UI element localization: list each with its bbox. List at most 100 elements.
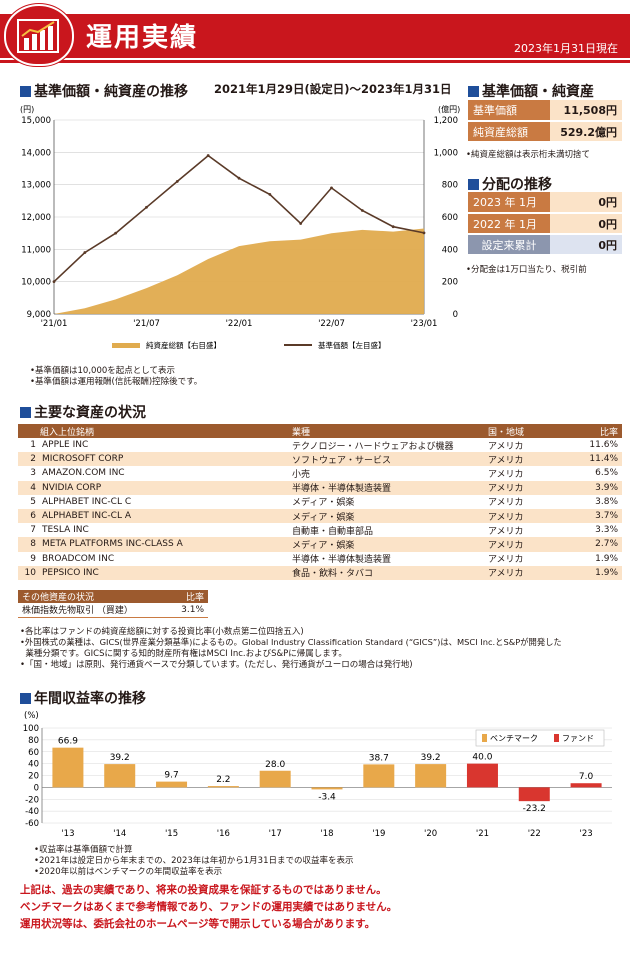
dist-note: •分配金は1万口当たり、税引前 xyxy=(466,265,587,275)
left-axis-unit: (円) xyxy=(20,105,34,114)
net-assets-label: 純資産総額 xyxy=(468,121,550,143)
holding-row: 2 MICROSOFT CORP ソフトウェア・サービス アメリカ 11.4% xyxy=(18,452,622,467)
dist-row: 2022 年 1月 0円 xyxy=(468,213,622,235)
holding-name-text: NVIDIA CORP xyxy=(42,482,102,493)
nav-point xyxy=(52,280,56,284)
holding-name: 10 PEPSICO INC xyxy=(18,565,288,580)
price-note: •純資産総額は表示桁未満切捨て xyxy=(466,150,591,160)
holding-country: アメリカ xyxy=(484,508,572,524)
net-assets-area xyxy=(54,228,424,314)
returns-note-1: •収益率は基準価額で計算 xyxy=(34,845,133,855)
other-assets-header-ratio: 比率 xyxy=(168,590,208,603)
holding-name: 2 MICROSOFT CORP xyxy=(18,452,288,467)
x-tick-label: '23 xyxy=(580,829,593,839)
disclaimer: 上記は、過去の実績であり、将来の投資成果を保証するものではありません。 ベンチマ… xyxy=(20,882,397,933)
holding-rank: 5 xyxy=(30,496,36,507)
nav-section-title-text: 基準価額・純資産の推移 xyxy=(34,84,188,100)
holding-rank: 1 xyxy=(30,440,36,451)
holding-row: 5 ALPHABET INC-CL C メディア・娯楽 アメリカ 3.8% xyxy=(18,495,622,509)
disclaimer-line: 上記は、過去の実績であり、将来の投資成果を保証するものではありません。 xyxy=(20,884,387,896)
holding-rank: 8 xyxy=(30,539,36,550)
dist-label: 2022 年 1月 xyxy=(468,213,550,235)
fund-bar xyxy=(570,783,602,788)
data-label: 9.7 xyxy=(164,771,178,781)
holding-ratio: 3.8% xyxy=(595,496,618,507)
legend-box xyxy=(475,729,605,747)
holding-name: 6 ALPHABET INC-CL A xyxy=(18,508,288,524)
holding-sector: テクノロジー・ハードウェアおよび機器 xyxy=(292,441,454,452)
nav-point xyxy=(83,251,87,254)
dist-total-label: 設定来累計 xyxy=(468,234,550,256)
data-label: 40.0 xyxy=(472,753,492,763)
holding-sector: 半導体・半導体製造装置 xyxy=(292,555,392,566)
holding-sector: 半導体・半導体製造装置 xyxy=(288,480,484,495)
nav-point xyxy=(237,176,241,180)
holding-name-text: AMAZON.COM INC xyxy=(42,468,125,479)
bar-chart-icon xyxy=(17,19,59,53)
data-label: 7.0 xyxy=(579,772,594,782)
holding-name-text: MICROSOFT CORP xyxy=(42,454,124,465)
nav-point xyxy=(299,222,303,225)
legend-label-net-assets: 純資産総額【右目盛】 xyxy=(146,340,221,350)
dist-total-value: 0円 xyxy=(550,234,622,256)
holding-rank: 7 xyxy=(30,525,36,536)
right-tick-label: 800 xyxy=(442,181,458,191)
holding-sector: 食品・飲料・タバコ xyxy=(288,565,484,580)
left-tick-label: 14,000 xyxy=(21,148,51,158)
data-label: 66.9 xyxy=(58,737,78,747)
legend-swatch-net-assets xyxy=(112,343,140,348)
legend-label-benchmark: ベンチマーク xyxy=(490,734,538,743)
nav-point xyxy=(422,231,426,235)
holdings-note-2: •外国株式の業種は、GICS(世界産業分類基準)によるもの。Global Ind… xyxy=(20,637,562,647)
dist-section-title-text: 分配の推移 xyxy=(482,177,552,193)
right-tick-label: 400 xyxy=(442,245,458,255)
other-assets-row: 株価指数先物取引 （買建） 3.1% xyxy=(18,603,208,618)
returns-note-3: •2020年以前はベンチマークの年間収益率を表示 xyxy=(34,867,223,877)
x-tick-label: '23/01 xyxy=(411,319,438,329)
x-tick-label: '13 xyxy=(61,829,74,839)
legend-swatch-fund xyxy=(554,734,559,742)
holding-name: 3 AMAZON.COM INC xyxy=(18,466,288,480)
x-tick-label: '22/07 xyxy=(318,319,345,329)
holdings-header-row: 組入上位銘柄 業種 国・地域 比率 xyxy=(18,424,622,438)
net-assets-value: 529.2億円 xyxy=(550,121,622,143)
right-axis-unit: (億円) xyxy=(438,104,460,114)
left-tick-label: 15,000 xyxy=(21,116,51,126)
page-title: 運用実績 xyxy=(86,23,199,53)
returns-note-2: •2021年は設定日から年末までの、2023年は年初から1月31日までの収益率を… xyxy=(34,856,354,866)
holding-rank: 10 xyxy=(24,567,36,578)
holding-name-text: BROADCOM INC xyxy=(42,553,115,564)
holding-sector: メディア・娯楽 xyxy=(292,498,355,509)
x-tick-label: '18 xyxy=(320,829,333,839)
holding-row: 9 BROADCOM INC 半導体・半導体製造装置 アメリカ 1.9% xyxy=(18,552,622,566)
holding-row: 1 APPLE INC テクノロジー・ハードウェアおよび機器 アメリカ 11.6% xyxy=(18,438,622,452)
nav-period: 2021年1月29日(設定日)～2023年1月31日 xyxy=(214,82,452,96)
nav-point xyxy=(268,192,272,196)
holding-country: アメリカ xyxy=(488,498,524,509)
data-label: 28.0 xyxy=(265,760,285,770)
page-header: 運用実績 2023年1月31日現在 xyxy=(0,0,630,66)
other-assets-label: 株価指数先物取引 （買建） xyxy=(18,603,169,618)
header-rule xyxy=(0,60,630,63)
y-tick-label: -60 xyxy=(25,819,39,829)
dist-label: 2023 年 1月 xyxy=(468,192,550,214)
holding-ratio: 3.3% xyxy=(595,525,618,536)
holding-rank: 6 xyxy=(30,511,36,522)
dist-value: 0円 xyxy=(550,213,622,235)
x-tick-label: '21/01 xyxy=(41,319,68,329)
benchmark-bar xyxy=(207,786,239,788)
benchmark-bar xyxy=(104,764,136,788)
holdings-header-ratio: 比率 xyxy=(572,424,622,438)
right-tick-label: 1,200 xyxy=(434,116,458,126)
holding-name: 9 BROADCOM INC xyxy=(18,552,288,566)
price-section-title: 基準価額・純資産 xyxy=(468,81,594,101)
holdings-header-name: 組入上位銘柄 xyxy=(18,424,288,438)
returns-section-title: 年間収益率の推移 xyxy=(20,688,146,708)
holding-rank: 3 xyxy=(30,468,36,479)
legend-swatch-benchmark xyxy=(482,734,487,742)
nav-point xyxy=(175,180,179,183)
nav-chart: (円) (億円) 9,000 10,000 11,000 12,000 13,000 14,0… xyxy=(20,104,460,350)
y-tick-label: 80 xyxy=(28,736,39,746)
holding-country: アメリカ xyxy=(484,480,572,495)
x-tick-label: '17 xyxy=(269,829,282,839)
